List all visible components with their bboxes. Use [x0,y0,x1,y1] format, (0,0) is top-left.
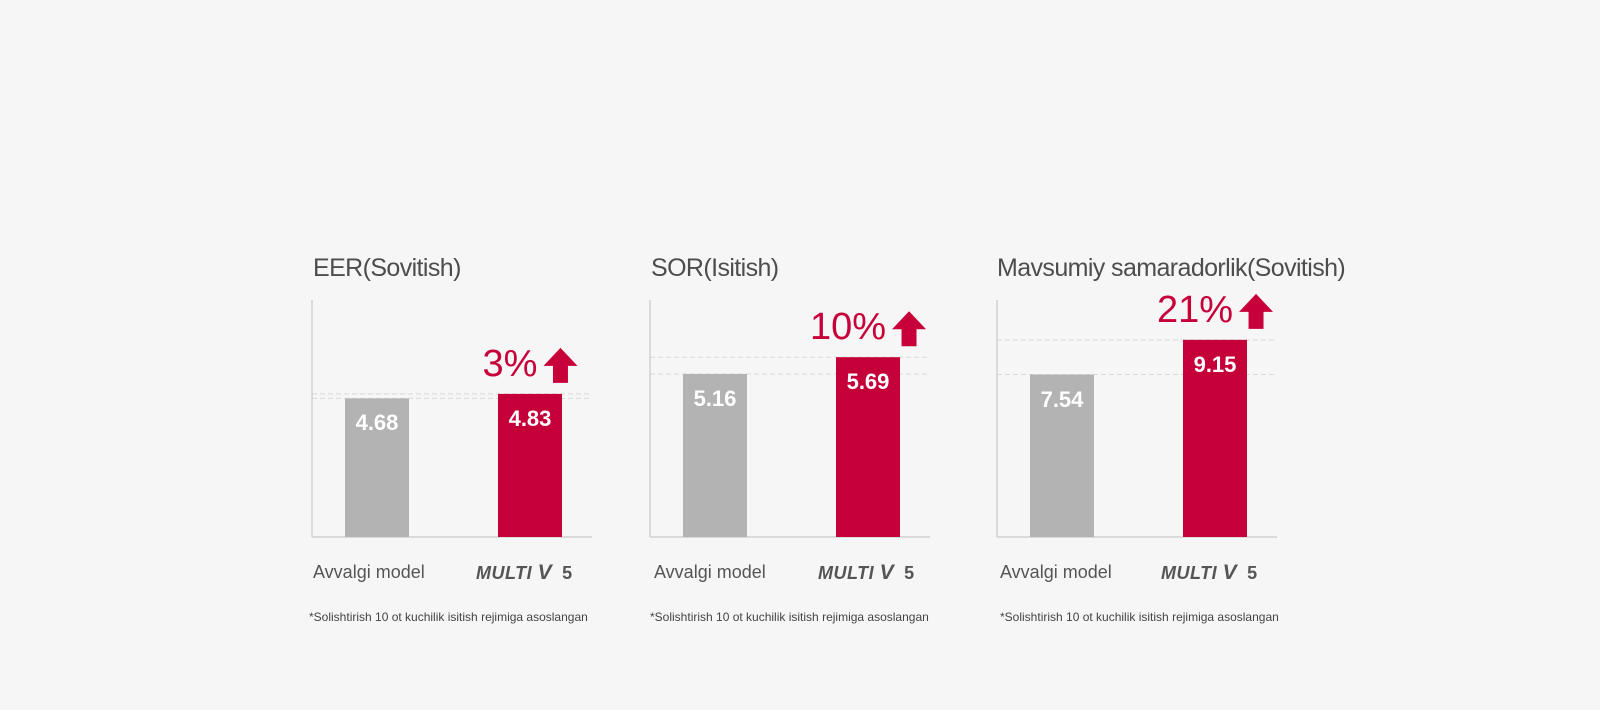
bar-previous-model [683,373,747,537]
increase-percent-label: 21% [1156,288,1234,331]
arrow-up-icon [543,347,578,383]
svg-text:MULTI V5: MULTI V5 [818,562,915,584]
bar-value-label: 4.83 [508,405,552,431]
bar-value-label: 7.54 [1040,386,1084,412]
chart-title: Mavsumiy samaradorlik(Sovitish) [997,254,1346,282]
bar-value-label: 5.69 [846,369,890,395]
bar-multi-v-5 [1183,339,1247,537]
bar-multi-v-5 [836,357,900,537]
footnote: *Solishtirish 10 ot kuchilik isitish rej… [650,610,929,624]
increase-percent-label: 10% [809,306,887,349]
svg-text:MULTI V5: MULTI V5 [1161,562,1258,584]
category-label-previous: Avvalgi model [313,562,425,582]
plot-area: 5.16 5.69 10% [649,0,950,710]
chart-title: SOR(Isitish) [651,254,779,282]
chart-svg [996,293,1277,538]
chart-title: EER(Sovitish) [313,254,461,282]
increase-percent-label: 3% [482,342,538,385]
plot-area: 4.68 4.83 3% [311,0,612,710]
footnote: *Solishtirish 10 ot kuchilik isitish rej… [309,610,588,624]
bar-value-label: 4.68 [355,410,399,436]
bar-value-label: 9.15 [1193,351,1237,377]
bar-previous-model [345,398,409,537]
footnote: *Solishtirish 10 ot kuchilik isitish rej… [1000,610,1279,624]
bar-value-label: 5.16 [693,385,737,411]
chart-svg [649,300,930,538]
chart-svg [311,300,592,538]
arrow-up-icon [1239,293,1274,329]
arrow-up-icon [892,311,927,347]
bar-multi-v-5 [498,393,562,537]
category-label-previous: Avvalgi model [654,562,766,582]
plot-area: 7.54 9.15 21% [996,0,1297,710]
svg-text:MULTI V5: MULTI V5 [476,562,573,584]
category-label-previous: Avvalgi model [1000,562,1112,582]
bar-previous-model [1030,374,1094,537]
